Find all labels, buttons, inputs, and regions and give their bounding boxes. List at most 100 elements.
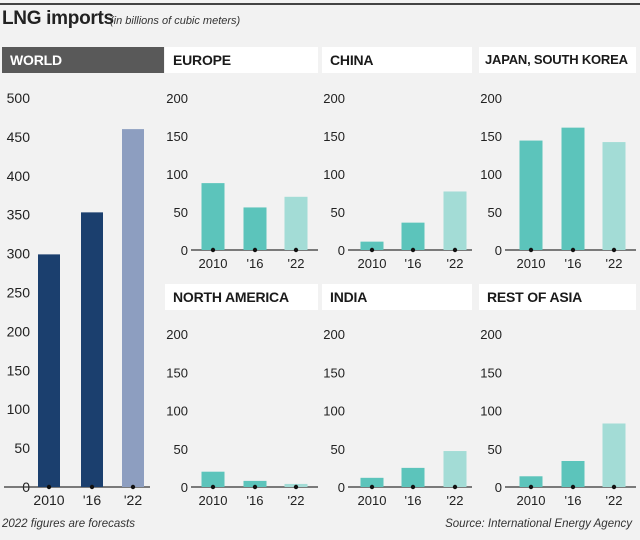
rest-of-asia-ytick-label: 50 xyxy=(488,442,502,457)
india-tick-dot xyxy=(369,484,375,490)
rest-of-asia-xtick-label: '22 xyxy=(606,493,623,508)
japan-south-korea-ytick-label: 50 xyxy=(488,205,502,220)
china-xtick-label: '22 xyxy=(447,256,464,271)
world-ytick-label: 100 xyxy=(7,401,31,417)
japan-south-korea-ytick-label: 200 xyxy=(480,91,502,106)
north-america-bar xyxy=(201,471,225,487)
japan-south-korea-bar xyxy=(602,142,626,250)
china-ytick-label: 100 xyxy=(323,167,345,182)
north-america-bar xyxy=(243,480,267,487)
world-ytick-label: 250 xyxy=(7,285,31,301)
north-america-xtick-label: '22 xyxy=(288,493,305,508)
rest-of-asia-tick-dot xyxy=(528,484,534,490)
north-america-xtick-label: '16 xyxy=(247,493,264,508)
panel-title-china: CHINA xyxy=(322,47,472,73)
japan-south-korea-bar xyxy=(561,127,585,250)
world-ytick-label: 450 xyxy=(7,129,31,145)
india-tick-dot xyxy=(452,484,458,490)
europe-tick-dot xyxy=(210,247,216,253)
japan-south-korea-xtick-label: 2010 xyxy=(517,256,546,271)
world-ytick-label: 500 xyxy=(7,90,31,106)
rest-of-asia-xtick-label: 2010 xyxy=(517,493,546,508)
rest-of-asia-bar xyxy=(602,423,626,487)
panel-title-rest-of-asia: REST OF ASIA xyxy=(479,284,636,310)
panel-title-world: WORLD xyxy=(2,47,164,73)
north-america-ytick-label: 150 xyxy=(166,365,188,380)
europe-ytick-label: 50 xyxy=(174,205,188,220)
world-tick-dot xyxy=(46,484,52,490)
europe-ytick-label: 150 xyxy=(166,129,188,144)
world-xtick-label: 2010 xyxy=(33,492,64,508)
japan-south-korea-tick-dot xyxy=(570,247,576,253)
rest-of-asia-ytick-label: 150 xyxy=(480,365,502,380)
world-ytick-label: 300 xyxy=(7,246,31,262)
japan-south-korea-ytick-label: 0 xyxy=(495,243,502,258)
india-bar xyxy=(401,467,425,487)
india-xtick-label: 2010 xyxy=(358,493,387,508)
europe-xtick-label: 2010 xyxy=(199,256,228,271)
china-tick-dot xyxy=(369,247,375,253)
japan-south-korea-ytick-label: 100 xyxy=(480,167,502,182)
india-ytick-label: 50 xyxy=(331,442,345,457)
world-tick-dot xyxy=(130,484,136,490)
north-america-xtick-label: 2010 xyxy=(199,493,228,508)
china-ytick-label: 0 xyxy=(338,243,345,258)
china-xtick-label: '16 xyxy=(405,256,422,271)
europe-ytick-label: 100 xyxy=(166,167,188,182)
india-ytick-label: 200 xyxy=(323,327,345,342)
japan-south-korea-bar xyxy=(519,140,543,250)
europe-tick-dot xyxy=(293,247,299,253)
rest-of-asia-ytick-label: 100 xyxy=(480,404,502,419)
japan-south-korea-ytick-label: 150 xyxy=(480,129,502,144)
world-bar xyxy=(81,212,103,487)
chart-title: LNG imports xyxy=(2,8,114,29)
world-ytick-label: 50 xyxy=(14,440,30,456)
china-ytick-label: 150 xyxy=(323,129,345,144)
world-ytick-label: 150 xyxy=(7,362,31,378)
japan-south-korea-xtick-label: '22 xyxy=(606,256,623,271)
world-ytick-label: 200 xyxy=(7,323,31,339)
japan-south-korea-tick-dot xyxy=(611,247,617,253)
india-xtick-label: '22 xyxy=(447,493,464,508)
india-xtick-label: '16 xyxy=(405,493,422,508)
north-america-ytick-label: 100 xyxy=(166,404,188,419)
north-america-ytick-label: 50 xyxy=(174,442,188,457)
north-america-tick-dot xyxy=(210,484,216,490)
panel-title-europe: EUROPE xyxy=(165,47,318,73)
china-tick-dot xyxy=(452,247,458,253)
china-tick-dot xyxy=(410,247,416,253)
europe-bar xyxy=(243,207,267,250)
world-bar xyxy=(38,254,60,487)
europe-ytick-label: 200 xyxy=(166,91,188,106)
world-xtick-label: '22 xyxy=(124,492,142,508)
top-rule xyxy=(0,3,640,5)
rest-of-asia-bar xyxy=(561,460,585,487)
japan-south-korea-xtick-label: '16 xyxy=(565,256,582,271)
china-bar xyxy=(401,222,425,250)
world-tick-dot xyxy=(89,484,95,490)
india-ytick-label: 100 xyxy=(323,404,345,419)
source-note: Source: International Energy Agency xyxy=(445,518,632,530)
rest-of-asia-bar xyxy=(519,476,543,487)
europe-xtick-label: '16 xyxy=(247,256,264,271)
china-ytick-label: 50 xyxy=(331,205,345,220)
north-america-ytick-label: 0 xyxy=(181,480,188,495)
india-ytick-label: 0 xyxy=(338,480,345,495)
europe-bar xyxy=(284,196,308,250)
panel-title-north-america: NORTH AMERICA xyxy=(165,284,318,310)
rest-of-asia-tick-dot xyxy=(570,484,576,490)
rest-of-asia-ytick-label: 0 xyxy=(495,480,502,495)
world-ytick-label: 400 xyxy=(7,168,31,184)
europe-tick-dot xyxy=(252,247,258,253)
world-xtick-label: '16 xyxy=(83,492,101,508)
china-bar xyxy=(443,191,467,250)
europe-bar xyxy=(201,183,225,250)
panel-title-india: INDIA xyxy=(322,284,472,310)
panel-title-japan-south-korea: JAPAN, SOUTH KOREA xyxy=(479,47,636,73)
india-bar xyxy=(443,451,467,487)
japan-south-korea-tick-dot xyxy=(528,247,534,253)
china-ytick-label: 200 xyxy=(323,91,345,106)
china-bar xyxy=(360,241,384,250)
